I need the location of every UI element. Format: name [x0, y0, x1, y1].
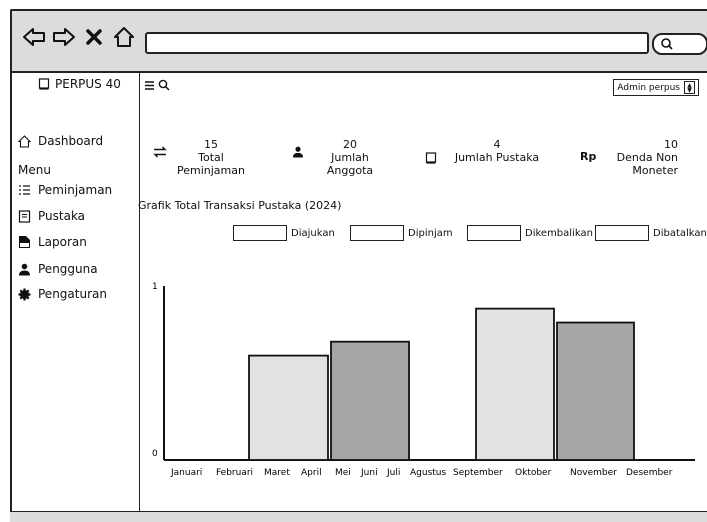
- stat-value: 10: [664, 138, 678, 151]
- book-icon: [38, 78, 50, 90]
- stat-value: 4: [493, 138, 501, 151]
- updown-icon: ▲ ▼: [684, 81, 695, 94]
- brand[interactable]: PERPUS 40: [38, 77, 121, 91]
- sidebar-item-label: Laporan: [38, 235, 87, 249]
- legend-label: Dipinjam: [408, 227, 453, 239]
- stat-value: 15: [204, 138, 218, 151]
- home-icon: [18, 134, 31, 148]
- list-icon: [19, 185, 30, 195]
- user-select-value: Admin perpus: [617, 82, 680, 93]
- status-bar: [10, 511, 707, 522]
- legend-diajukan: Diajukan: [233, 225, 335, 241]
- sidebar-item-label: Dashboard: [38, 134, 104, 148]
- user-select[interactable]: Admin perpus ▲ ▼: [613, 79, 699, 96]
- main-header: Admin perpus ▲ ▼: [139, 71, 707, 97]
- browser-window: PERPUS 40 Dashboard Menu Peminjaman Pust…: [10, 9, 707, 521]
- report-pdf-icon: [19, 236, 30, 248]
- chart-title: Grafik Total Transaksi Pustaka (2024): [138, 199, 342, 212]
- sidebar-item-laporan[interactable]: Laporan: [18, 235, 87, 249]
- menu-heading: Menu: [18, 163, 51, 177]
- sidebar-item-label: Peminjaman: [38, 183, 113, 197]
- gear-icon: [18, 288, 31, 300]
- hamburger-icon[interactable]: [144, 80, 155, 91]
- legend-swatch: [595, 225, 649, 241]
- sidebar-item-label: Pengaturan: [38, 287, 107, 301]
- back-arrow-icon[interactable]: [22, 25, 46, 49]
- stat-label: Total: [198, 151, 224, 164]
- sidebar-item-label: Pengguna: [38, 262, 98, 276]
- search-icon[interactable]: [158, 79, 170, 91]
- url-bar[interactable]: [145, 32, 649, 54]
- book-icon: [425, 152, 437, 164]
- legend-label: Dibatalkan: [653, 227, 707, 239]
- legend-swatch: [350, 225, 404, 241]
- search-icon: [661, 38, 673, 50]
- brand-name: PERPUS 40: [55, 77, 121, 91]
- stat-label: Denda Non: [616, 151, 678, 164]
- sidebar-item-pengguna[interactable]: Pengguna: [18, 262, 98, 276]
- legend-swatch: [467, 225, 521, 241]
- sidebar-item-pengaturan[interactable]: Pengaturan: [18, 287, 107, 301]
- stat-value: 20: [343, 138, 357, 151]
- rupiah-icon: Rp: [580, 150, 597, 163]
- stat-label: Jumlah: [331, 151, 369, 164]
- stat-label: Jumlah Pustaka: [454, 151, 540, 164]
- legend-dipinjam: Dipinjam: [350, 225, 453, 241]
- legend-dikembalikan: Dikembalikan: [467, 225, 593, 241]
- sidebar-item-pustaka[interactable]: Pustaka: [18, 209, 85, 223]
- legend-dibatalkan: Dibatalkan: [595, 225, 707, 241]
- legend-swatch: [233, 225, 287, 241]
- exchange-icon: [153, 146, 167, 158]
- book-list-icon: [18, 209, 31, 223]
- sidebar: PERPUS 40 Dashboard Menu Peminjaman Pust…: [12, 71, 140, 521]
- stat-label: Peminjaman: [177, 164, 245, 177]
- stat-label: Moneter: [632, 164, 678, 177]
- stat-label: Anggota: [326, 164, 374, 177]
- forward-arrow-icon[interactable]: [52, 25, 76, 49]
- legend-label: Diajukan: [291, 227, 335, 239]
- browser-search-box[interactable]: [652, 33, 707, 55]
- sidebar-item-label: Pustaka: [38, 209, 86, 223]
- legend-label: Dikembalikan: [525, 227, 593, 239]
- home-icon[interactable]: [112, 25, 136, 49]
- browser-toolbar: [12, 11, 707, 73]
- user-icon: [19, 263, 30, 275]
- sidebar-item-peminjaman[interactable]: Peminjaman: [18, 183, 112, 197]
- sidebar-item-dashboard[interactable]: Dashboard: [18, 134, 103, 148]
- close-icon[interactable]: [82, 25, 106, 49]
- user-icon: [292, 146, 304, 158]
